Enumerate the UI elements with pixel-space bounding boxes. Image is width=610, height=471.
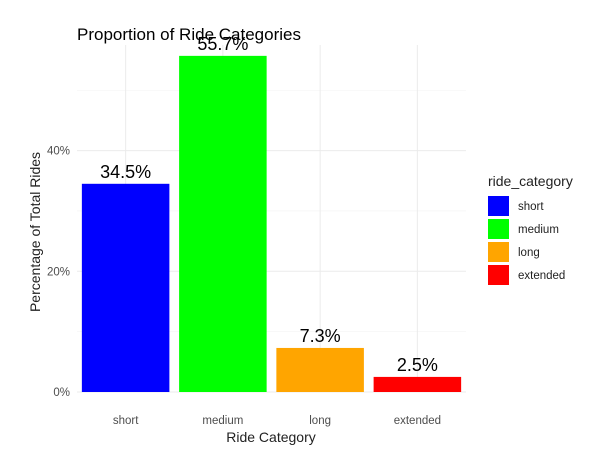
legend-title: ride_category xyxy=(488,173,573,189)
bars xyxy=(81,55,462,392)
bar-medium xyxy=(179,55,267,392)
x-tick-label-medium: medium xyxy=(202,415,243,427)
legend: ride_category short medium long extended xyxy=(488,173,573,285)
x-tick-label-short: short xyxy=(113,415,139,427)
legend-swatch-long xyxy=(488,242,509,262)
legend-swatch-short xyxy=(488,196,509,216)
legend-label-short: short xyxy=(518,201,544,213)
data-label-short: 34.5% xyxy=(100,162,151,182)
legend-swatch-medium xyxy=(488,219,509,239)
legend-label-medium: medium xyxy=(518,224,559,236)
x-axis-title: Ride Category xyxy=(226,429,316,445)
y-tick-label: 20% xyxy=(47,266,70,278)
data-label-long: 7.3% xyxy=(300,326,341,346)
data-labels: 34.5% 55.7% 7.3% 2.5% xyxy=(100,34,438,375)
bar-long xyxy=(276,347,364,392)
chart-title: Proportion of Ride Categories xyxy=(77,25,301,44)
data-label-extended: 2.5% xyxy=(397,355,438,375)
x-tick-label-extended: extended xyxy=(394,415,441,427)
bar-extended xyxy=(373,376,462,392)
legend-label-long: long xyxy=(518,247,540,259)
y-tick-label: 0% xyxy=(53,387,70,399)
legend-label-extended: extended xyxy=(518,270,565,282)
data-label-medium: 55.7% xyxy=(197,34,248,54)
y-tick-label: 40% xyxy=(47,146,70,158)
x-tick-label-long: long xyxy=(309,415,331,427)
plot-area: 34.5% 55.7% 7.3% 2.5% short medium long extend… xyxy=(47,34,466,427)
y-axis-ticks: 0% 20% 40% xyxy=(47,146,70,399)
legend-swatch-extended xyxy=(488,265,509,285)
y-axis-title: Percentage of Total Rides xyxy=(27,152,43,312)
bar-short xyxy=(81,183,170,392)
legend-entries: short medium long extended xyxy=(488,196,565,285)
x-axis-ticks: short medium long extended xyxy=(113,415,441,427)
